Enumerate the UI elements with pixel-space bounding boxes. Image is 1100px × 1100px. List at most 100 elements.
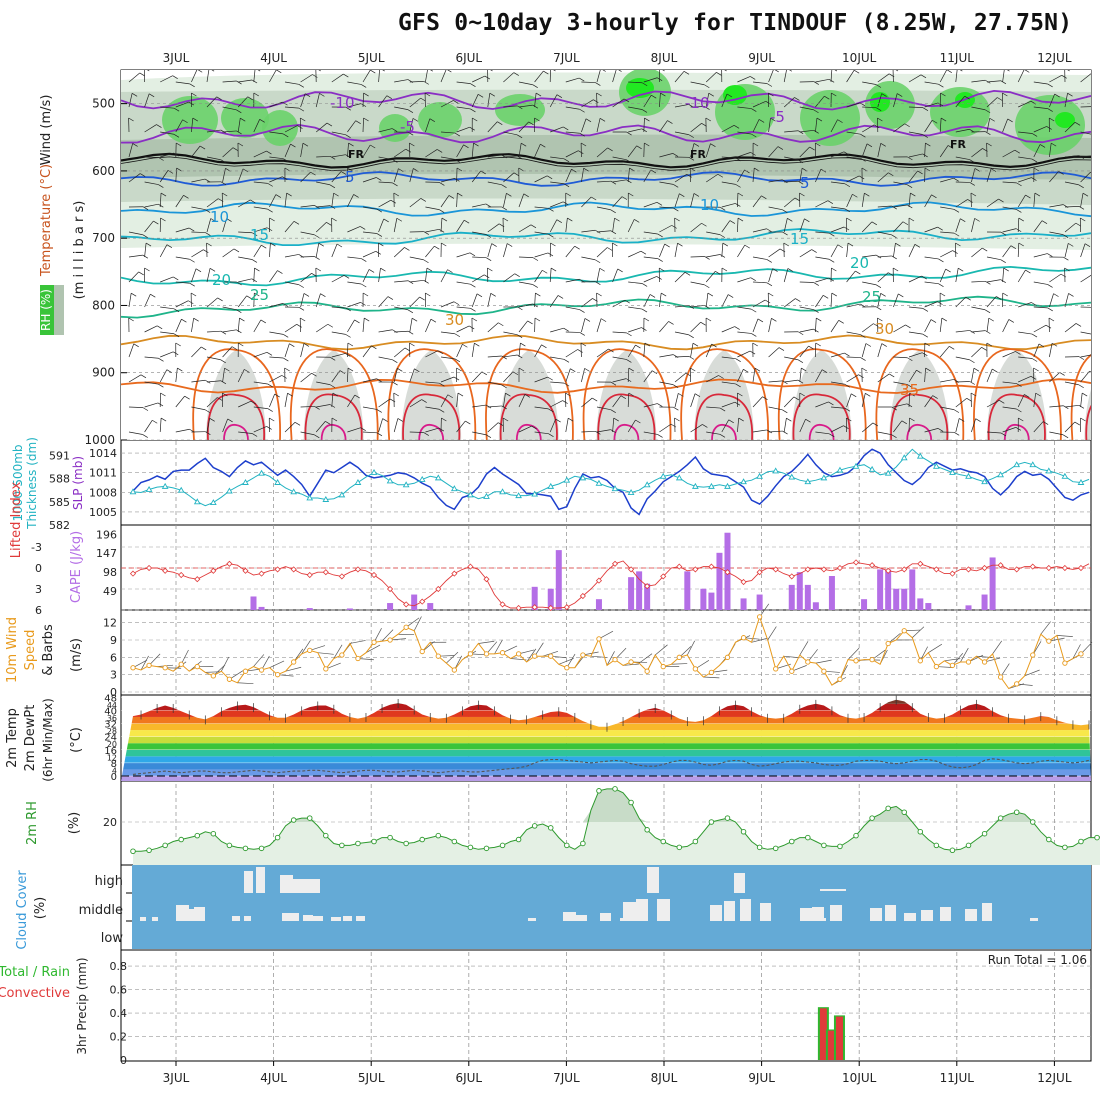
surface-wind-barb [470,653,487,656]
wind-speed-point [773,666,779,672]
rh-point [740,829,747,835]
wind-barb-flag [766,282,773,287]
rh-point [756,844,763,851]
wind-barb-flag [420,97,426,102]
wind-barb-flag [191,92,197,97]
wind-barb [253,150,267,158]
wind-barb-flag [138,271,144,276]
temp-tick-label: 4 [112,766,117,775]
wind-barb [690,343,694,358]
rh-point [965,842,972,849]
wind-barb-flag [953,209,960,213]
wind-barb-flag [657,233,663,238]
wind-speed-point [274,672,281,678]
wind-barb [721,220,731,233]
wind-barb [269,156,284,160]
wind-barb-flag [783,242,789,247]
li-point [692,566,699,573]
cape-bar [885,569,892,610]
li-point [949,570,956,577]
wind-barb-flag [657,258,663,262]
wind-barb-flag [425,292,431,297]
wind-barb-flag [523,193,529,198]
wind-barb-flag [629,167,635,172]
wind-barb [128,406,144,408]
wind-barb-flag [393,392,399,397]
contour-label: 25 [862,288,881,306]
wind-barb [706,173,719,183]
wind-barb [955,95,965,108]
wind-barb [799,368,802,383]
wind-barb-flag [766,228,772,233]
wind-barb-flag [535,92,542,97]
wind-barb-flag [361,84,367,88]
wind-barb-flag [593,99,599,103]
wind-barb-flag [891,234,897,239]
wind-speed-point [419,648,425,655]
wind-barb-flag [578,150,584,155]
wind-barb-flag [210,218,216,222]
x-label-top: 12JUL [1037,51,1072,65]
wind-barb [846,194,853,208]
wind-barb-flag [465,420,471,425]
rh-point [1094,834,1100,841]
wind-barb [300,74,313,83]
wind-barb-flag [617,268,623,273]
wind-barb-flag [195,268,202,273]
wind-barb-flag [679,193,685,197]
wind-barb-flag [992,368,998,373]
wind-barb [1080,243,1086,258]
thickness-point [386,477,394,484]
wind-barb [222,248,235,258]
li-point [178,571,185,579]
cape-bar [644,583,651,610]
thickness-point [226,487,233,494]
wind-barb [908,392,911,408]
cape-bar [636,571,643,610]
wind-barb [815,78,830,83]
wind-barb [425,228,440,233]
wind-barb-flag [831,292,838,297]
wind-barb-flag [704,106,710,110]
thickness-point [338,491,346,498]
wind-barb-flag [737,217,744,222]
temp-tick-label: 36 [107,714,117,723]
contour-40-loop [792,393,851,440]
wind-barb [487,223,500,233]
wind-barb-flag [1078,184,1084,189]
wind-barb-flag [469,325,475,330]
wind-barb-flag [250,199,256,204]
wind-barb [237,96,249,108]
wind-barb-flag [267,208,273,213]
wind-barb [908,331,923,335]
surface-wind-barb [1056,635,1073,637]
wind-barb-flag [649,294,656,298]
wind-barb-flag [1051,342,1058,347]
wind-barb-flag [329,404,336,408]
wind-barb [253,227,268,233]
wind-barb [175,319,182,333]
wind-barb [191,249,204,258]
wind-barb [128,72,140,83]
thickness-point [724,482,731,489]
wind-barb-flag [563,327,569,332]
contour-label: 30 [445,311,464,329]
wind-barb-flag [206,242,212,247]
wind-barb [550,381,565,384]
surface-wind-barb [285,666,302,672]
wind-speed-point [580,652,586,658]
temp-panel-lines [121,695,1091,777]
wind-barb [877,231,892,236]
wind-barb-flag [621,196,628,200]
wind-barb [206,70,210,83]
wind-barb [487,243,492,258]
wind-barb-flag [391,128,398,132]
wind-barb-flag [813,328,819,333]
wind-barb [534,270,543,283]
wind-barb [253,426,267,433]
wind-barb-flag [610,209,616,214]
wind-barb-flag [1063,256,1069,261]
wind-barb [487,121,498,133]
wind-barb [503,72,515,83]
wind-barb-flag [376,378,382,383]
